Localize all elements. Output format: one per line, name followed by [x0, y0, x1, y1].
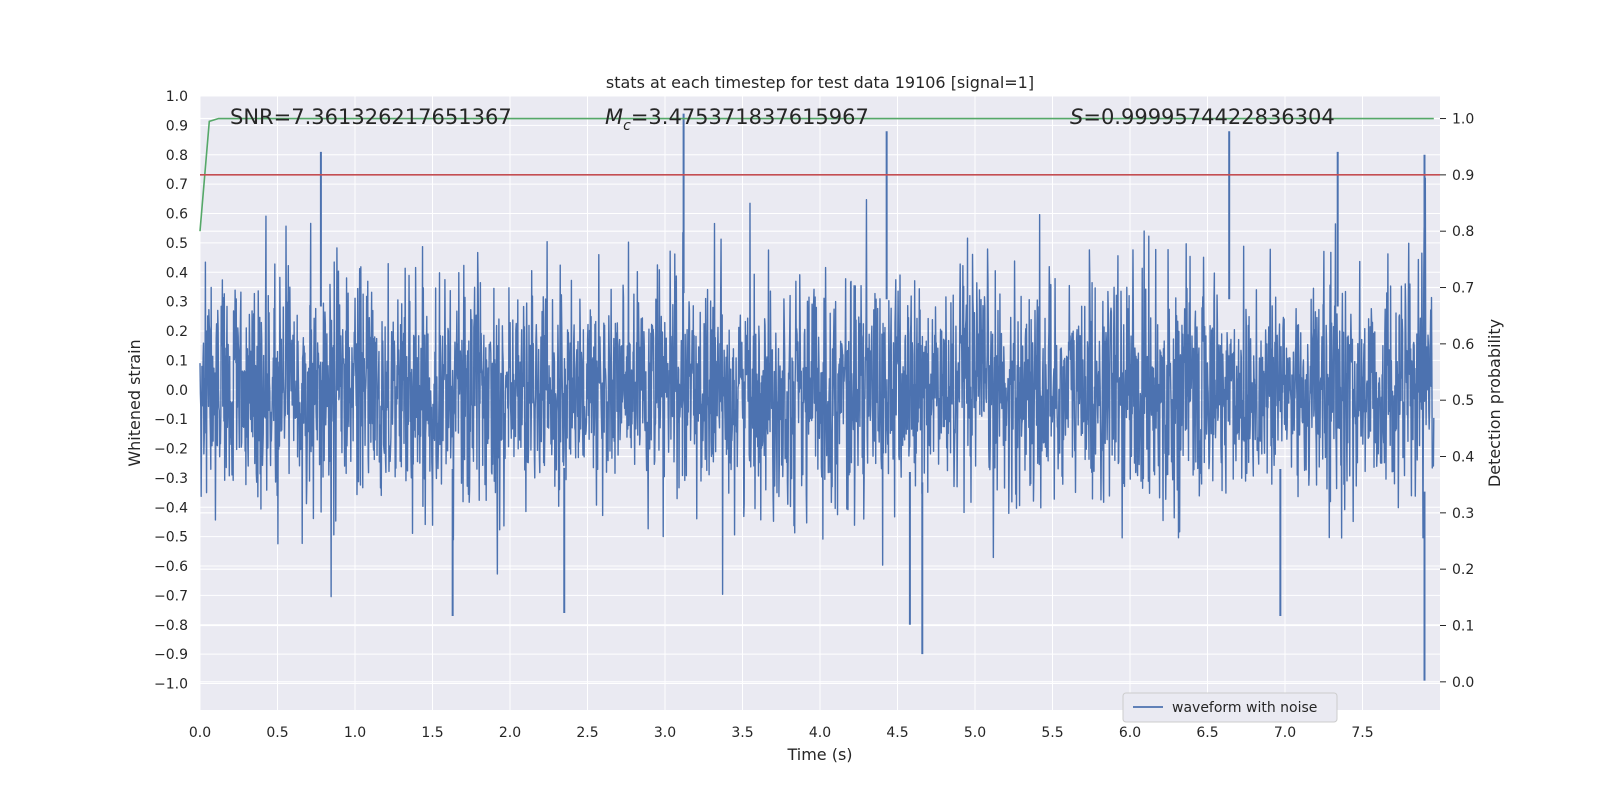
y-tick-label: −0.8	[154, 618, 188, 634]
y2-tick-label: 0.4	[1452, 450, 1474, 466]
waveform-noise-line	[199, 177, 1435, 598]
y-tick-label: 0.0	[166, 383, 188, 399]
x-tick-label: 4.5	[886, 725, 908, 741]
x-tick-labels: 0.0 0.5 1.0 1.5 2.0 2.5 3.0 3.5 4.0 4.5 5.0 5.5 6.0 6…	[189, 725, 1374, 741]
y2-tick-labels: 1.0 0.9 0.8 0.7 0.6 0.5 0.4 0.3 0.2 0.1 0.0	[1452, 112, 1474, 691]
legend: waveform with noise	[1122, 692, 1338, 723]
mc-subscript: c	[623, 118, 631, 134]
y-tick-label: −0.7	[154, 588, 188, 604]
x-tick-label: 4.0	[809, 725, 831, 741]
x-tick-label: 1.5	[421, 725, 443, 741]
y-tick-label: −0.5	[154, 530, 188, 546]
legend-box	[1122, 692, 1338, 723]
chart-title: stats at each timestep for test data 191…	[606, 73, 1034, 92]
x-tick-label: 5.0	[964, 725, 986, 741]
x-tick-label: 2.5	[576, 725, 598, 741]
y-tick-label: −0.1	[154, 412, 188, 428]
y2-tick-label: 0.3	[1452, 506, 1474, 522]
y-tick-label: 0.2	[166, 324, 188, 340]
x-tick-label: 2.0	[499, 725, 521, 741]
y2-tick-label: 0.6	[1452, 337, 1474, 353]
y2-tick-label: 0.7	[1452, 281, 1474, 297]
x-tick-label: 7.0	[1274, 725, 1296, 741]
y-tick-label: −0.9	[154, 647, 188, 663]
y2-tick-label: 0.9	[1452, 168, 1474, 184]
y-tick-label: −0.3	[154, 471, 188, 487]
y-tick-label: 0.7	[166, 177, 188, 193]
y-tick-label: 0.4	[166, 265, 188, 281]
y-tick-label: 1.0	[166, 89, 188, 105]
x-tick-label: 6.0	[1119, 725, 1141, 741]
s-annotation: S=0.9999574422836304	[1070, 105, 1335, 129]
waveform-series	[199, 113, 1435, 681]
mc-value: =3.475371837615967	[631, 105, 869, 129]
y2-tick-label: 0.2	[1452, 562, 1474, 578]
y2-tick-label: 0.5	[1452, 393, 1474, 409]
detection-probability-line	[199, 117, 1434, 232]
y-tick-label: 0.9	[166, 118, 188, 134]
y-tick-label: −0.6	[154, 559, 188, 575]
y-tick-label: −1.0	[154, 677, 188, 693]
snr-annotation: SNR=7.361326217651367	[230, 105, 512, 129]
probability-series	[199, 117, 1440, 232]
x-tick-label: 5.5	[1041, 725, 1063, 741]
y2-tick-label: 0.8	[1452, 224, 1474, 240]
y-tick-label: −0.2	[154, 442, 188, 458]
legend-label: waveform with noise	[1172, 700, 1317, 716]
y-tick-label: 0.8	[166, 148, 188, 164]
y2-tick-label: 1.0	[1452, 112, 1474, 128]
y-tick-label: −0.4	[154, 500, 188, 516]
y-tick-label: 0.3	[166, 295, 188, 311]
mc-annotation: Mc=3.475371837615967	[605, 105, 869, 134]
s-symbol: S	[1070, 105, 1083, 129]
x-tick-label: 1.0	[344, 725, 366, 741]
x-tick-label: 6.5	[1196, 725, 1218, 741]
x-tick-label: 3.5	[731, 725, 753, 741]
y-tick-labels: 1.0 0.9 0.8 0.7 0.6 0.5 0.4 0.3 0.2 0.1 0.0 −0.1 −0.…	[154, 89, 188, 693]
y-tick-label: 0.1	[166, 353, 188, 369]
y-axis-label: Whitened strain	[125, 339, 144, 466]
mc-symbol: M	[605, 105, 623, 129]
x-tick-label: 7.5	[1351, 725, 1373, 741]
x-tick-label: 0.5	[266, 725, 288, 741]
x-axis-label: Time (s)	[786, 745, 852, 764]
y2-axis-label: Detection probability	[1485, 319, 1504, 487]
y2-tick-label: 0.1	[1452, 619, 1474, 635]
s-value: =0.9999574422836304	[1083, 105, 1334, 129]
y-tick-label: 0.6	[166, 207, 188, 223]
x-tick-label: 0.0	[189, 725, 211, 741]
y2-tick-label: 0.0	[1452, 675, 1474, 691]
x-tick-label: 3.0	[654, 725, 676, 741]
y-tick-label: 0.5	[166, 236, 188, 252]
